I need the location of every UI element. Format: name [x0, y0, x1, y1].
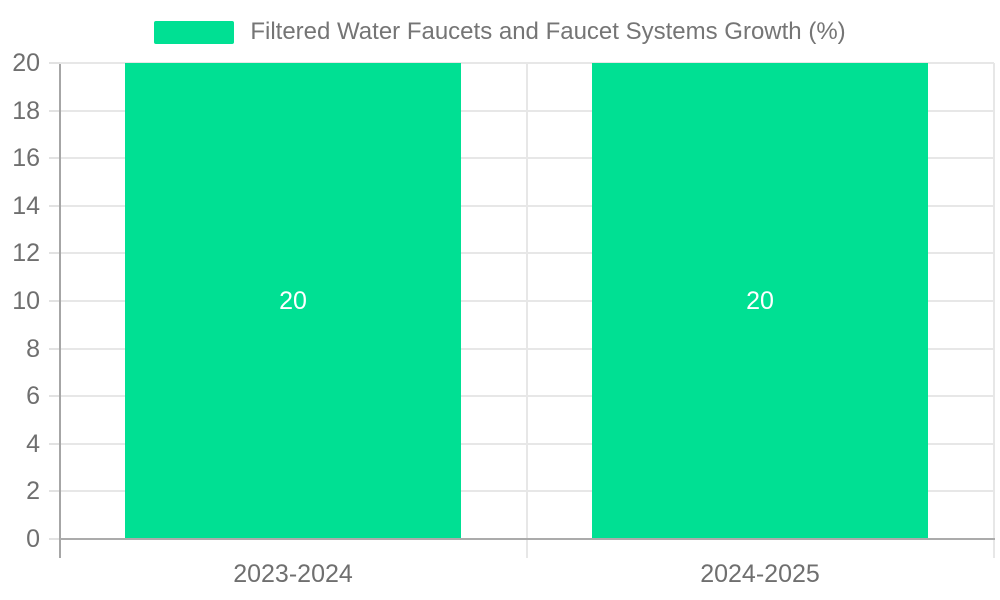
y-axis-tick	[49, 300, 60, 302]
y-axis-tick-label: 14	[12, 191, 40, 220]
y-axis-tick-label: 0	[26, 525, 40, 553]
x-axis-tick-label: 2024-2025	[700, 560, 820, 588]
x-axis-tick-label: 2023-2024	[233, 560, 353, 588]
y-axis-tick	[49, 490, 60, 493]
bar-data-label: 20	[746, 287, 774, 315]
x-axis-line	[59, 538, 995, 540]
y-axis-tick-label: 6	[26, 382, 40, 411]
y-axis-tick	[49, 109, 60, 112]
y-axis-tick	[49, 157, 60, 160]
y-axis-tick	[49, 442, 60, 445]
y-axis-tick-label: 8	[26, 334, 40, 363]
legend-swatch-icon	[154, 20, 235, 44]
bar[interactable]	[592, 63, 928, 539]
y-axis-line	[58, 64, 61, 558]
y-axis-tick-label: 16	[12, 144, 40, 173]
y-axis-tick-label: 18	[12, 96, 40, 125]
y-axis-tick	[49, 252, 60, 255]
grid-line-vertical	[525, 63, 528, 558]
y-axis-tick-label: 20	[12, 49, 40, 77]
y-axis-tick	[49, 62, 60, 64]
y-axis-tick-label: 10	[12, 287, 40, 315]
y-axis-tick-label: 2	[26, 477, 40, 506]
y-axis-tick	[49, 538, 60, 540]
y-axis-tick	[49, 204, 60, 207]
bar-data-label: 20	[279, 287, 307, 315]
chart-legend: Filtered Water Faucets and Faucet System…	[0, 18, 1000, 46]
legend-item[interactable]: Filtered Water Faucets and Faucet System…	[154, 18, 846, 46]
bar[interactable]	[125, 63, 461, 539]
y-axis-tick	[49, 347, 60, 350]
y-axis-tick-label: 4	[26, 429, 40, 458]
grid-line-vertical	[992, 63, 995, 558]
y-axis-tick-label: 12	[12, 239, 40, 268]
y-axis-tick	[49, 395, 60, 398]
legend-label: Filtered Water Faucets and Faucet System…	[250, 18, 846, 45]
